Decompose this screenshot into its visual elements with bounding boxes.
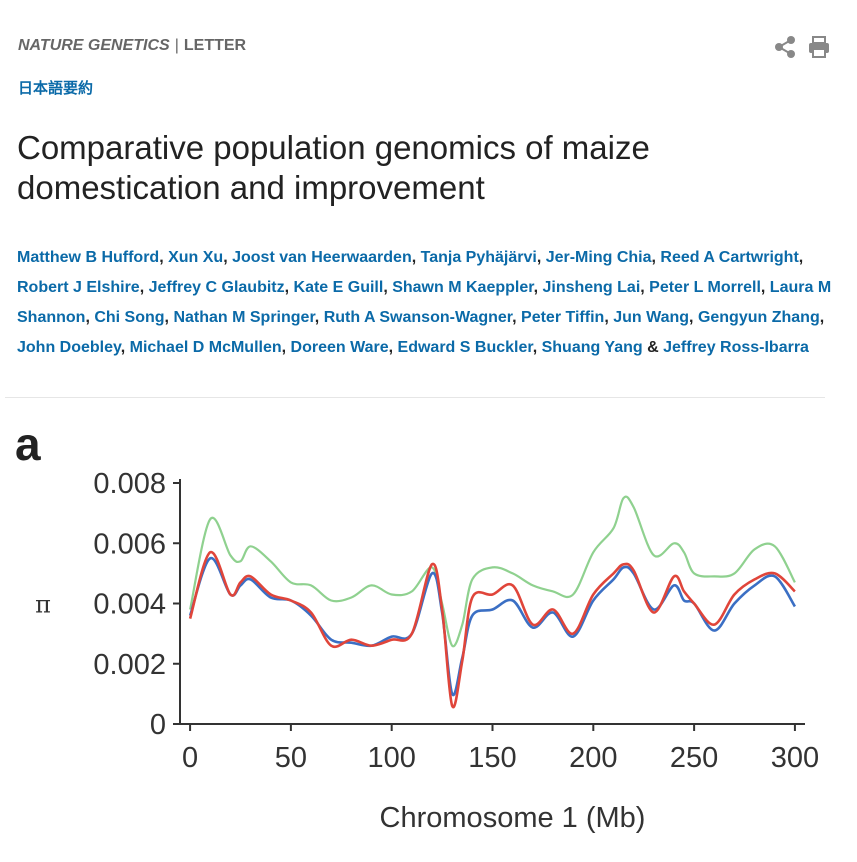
print-icon[interactable] [806,34,832,60]
x-tick-label: 300 [771,742,819,774]
author-link[interactable]: Peter L Morrell [649,279,761,296]
author-link[interactable]: Kate E Guill [293,279,384,296]
article-tools [772,34,832,60]
author-link[interactable]: Gengyun Zhang [697,309,820,326]
japanese-summary-link[interactable]: 日本語要約 [18,80,94,97]
x-tick-label: 100 [367,742,415,774]
x-tick-label: 200 [569,742,617,774]
article-title: Comparative population genomics of maize… [17,129,650,206]
figure-panel-a[interactable]: a 0 0.002 0.004 0.006 0.008 0 50 100 150 200 250 30… [5,397,825,862]
author-link[interactable]: Shuang Yang [541,339,643,356]
author-link[interactable]: Matthew B Hufford [17,249,160,266]
y-tick-label: 0.008 [93,468,166,500]
author-list: Matthew B Hufford, Xun Xu, Joost van Hee… [17,249,832,356]
y-tick-label: 0.002 [93,649,166,681]
author-link[interactable]: Joost van Heerwaarden [232,249,412,266]
author-link[interactable]: Tanja Pyhäjärvi [420,249,537,266]
author-link[interactable]: Xun Xu [168,249,224,266]
header-separator: | [174,37,179,54]
author-link[interactable]: Jeffrey C Glaubitz [148,279,285,296]
x-tick-label: 0 [182,742,198,774]
author-link[interactable]: Peter Tiffin [521,309,605,326]
y-tick-label: 0 [150,709,166,741]
panel-label: a [15,418,41,470]
author-link[interactable]: Robert J Elshire [17,279,140,296]
author-link[interactable]: Nathan M Springer [173,309,315,326]
author-link[interactable]: Edward S Buckler [397,339,533,356]
article-header: NATURE GENETICS | LETTER [18,34,838,60]
journal-name[interactable]: NATURE GENETICS [18,37,170,54]
author-link[interactable]: Chi Song [94,309,165,326]
x-axis-label: Chromosome 1 (Mb) [380,802,646,834]
x-tick-label: 250 [670,742,718,774]
series-line-1 [189,495,796,648]
author-link[interactable]: Michael D McMullen [129,339,282,356]
author-link[interactable]: Jer-Ming Chia [545,249,652,266]
y-tick-label: 0.006 [93,528,166,560]
author-link[interactable]: John Doebley [17,339,121,356]
y-axis-label: π [35,591,51,619]
author-link[interactable]: Doreen Ware [290,339,389,356]
x-tick-label: 150 [468,742,516,774]
series-line-2 [188,557,797,697]
series-line-3 [188,550,796,709]
journal-line: NATURE GENETICS | LETTER [18,37,246,55]
author-link[interactable]: Reed A Cartwright [660,249,799,266]
author-link[interactable]: Jeffrey Ross-Ibarra [663,339,809,356]
y-tick-label: 0.004 [93,589,166,621]
author-link[interactable]: Jinsheng Lai [542,279,641,296]
pi-chart: a 0 0.002 0.004 0.006 0.008 0 50 100 150 200 250 30… [15,418,819,834]
author-link[interactable]: Shawn M Kaeppler [392,279,534,296]
author-link[interactable]: Jun Wang [613,309,690,326]
share-icon[interactable] [772,34,798,60]
article-type: LETTER [183,37,247,54]
author-link[interactable]: Ruth A Swanson-Wagner [323,309,513,326]
x-tick-label: 50 [275,742,307,774]
author-link[interactable]: Laura M Shannon [17,279,832,326]
